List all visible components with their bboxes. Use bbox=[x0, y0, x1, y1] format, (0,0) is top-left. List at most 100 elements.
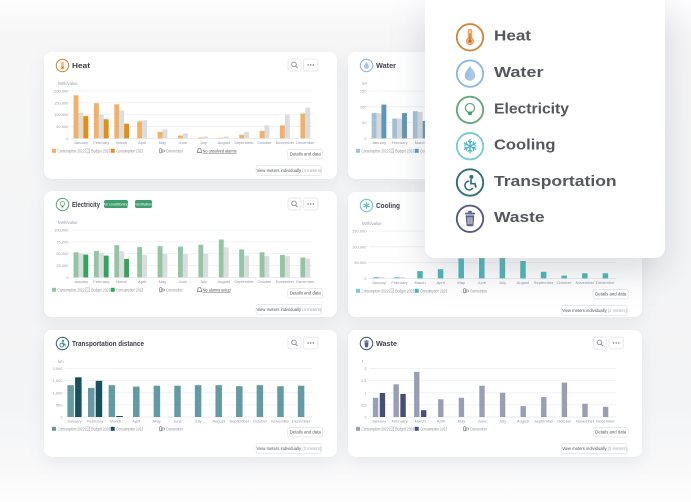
svg-text:Consumption 2022: Consumption 2022 bbox=[361, 148, 389, 153]
svg-text:December: December bbox=[296, 279, 315, 284]
svg-text:April: April bbox=[132, 418, 140, 423]
svg-text:January: January bbox=[371, 419, 385, 424]
svg-text:0: 0 bbox=[60, 414, 63, 419]
svg-text:July: July bbox=[200, 279, 207, 284]
svg-text:Waste: Waste bbox=[376, 339, 397, 348]
svg-text:Water: Water bbox=[376, 61, 396, 70]
svg-text:March: March bbox=[414, 140, 425, 145]
svg-text:December: December bbox=[296, 140, 315, 145]
svg-text:December: December bbox=[596, 419, 615, 424]
svg-text:Connection: Connection bbox=[166, 426, 184, 431]
svg-text:September: September bbox=[533, 280, 553, 285]
svg-text:May: May bbox=[159, 140, 167, 145]
svg-text:150,000: 150,000 bbox=[54, 100, 69, 105]
svg-text:t: t bbox=[362, 359, 364, 364]
svg-text:November: November bbox=[575, 419, 594, 424]
svg-text:Consumption 2023: Consumption 2023 bbox=[420, 426, 448, 431]
svg-text:150: 150 bbox=[359, 89, 366, 94]
svg-text:150,000: 150,000 bbox=[352, 228, 367, 233]
svg-text:February: February bbox=[93, 279, 109, 284]
svg-text:Connection: Connection bbox=[166, 148, 184, 153]
svg-text:February: February bbox=[391, 140, 407, 145]
svg-text:Connection: Connection bbox=[470, 288, 488, 293]
svg-text:Heat: Heat bbox=[72, 61, 91, 70]
svg-text:January: January bbox=[371, 140, 385, 145]
svg-text:February: February bbox=[87, 418, 103, 423]
svg-text:50,000: 50,000 bbox=[354, 260, 367, 265]
svg-text:Details and data: Details and data bbox=[290, 291, 322, 296]
svg-text:April: April bbox=[436, 280, 444, 285]
svg-text:November: November bbox=[575, 280, 594, 285]
svg-text:Consumption 2022: Consumption 2022 bbox=[58, 426, 86, 431]
svg-text:August: August bbox=[516, 280, 529, 285]
svg-text:June: June bbox=[477, 419, 486, 424]
svg-text:50: 50 bbox=[362, 120, 367, 125]
svg-text:Air conditioning: Air conditioning bbox=[103, 202, 128, 206]
svg-text:October: October bbox=[257, 140, 272, 145]
svg-text:June: June bbox=[179, 279, 188, 284]
svg-text:View meters individually (4 me: View meters individually (4 meters) bbox=[256, 168, 321, 173]
svg-text:Electricity: Electricity bbox=[72, 200, 101, 209]
svg-text:0.5: 0.5 bbox=[360, 402, 366, 407]
svg-text:Connection: Connection bbox=[470, 426, 488, 431]
svg-text:December: December bbox=[596, 280, 615, 285]
svg-text:Connection: Connection bbox=[166, 287, 184, 292]
svg-text:July: July bbox=[200, 140, 207, 145]
svg-text:March: March bbox=[116, 279, 127, 284]
svg-text:November: November bbox=[276, 279, 295, 284]
svg-text:July: July bbox=[195, 418, 202, 423]
svg-text:May: May bbox=[153, 418, 161, 423]
svg-text:Cooling: Cooling bbox=[376, 201, 400, 210]
svg-text:kWh/value: kWh/value bbox=[58, 81, 78, 86]
svg-text:Consumption 2023: Consumption 2023 bbox=[116, 287, 144, 292]
svg-text:2: 2 bbox=[364, 366, 367, 371]
svg-text:April: April bbox=[436, 419, 444, 424]
svg-text:February: February bbox=[93, 140, 109, 145]
svg-text:25,000: 25,000 bbox=[56, 263, 69, 268]
svg-text:September: September bbox=[534, 419, 554, 424]
svg-text:500: 500 bbox=[56, 402, 63, 407]
svg-text:November: November bbox=[271, 418, 290, 423]
svg-text:Budget 2023: Budget 2023 bbox=[395, 148, 415, 153]
svg-text:Budget 2023: Budget 2023 bbox=[395, 426, 415, 431]
svg-text:100,000: 100,000 bbox=[54, 228, 69, 233]
svg-text:Waste: Waste bbox=[494, 210, 545, 226]
svg-text:June: June bbox=[477, 280, 486, 285]
svg-text:Consumption 2023: Consumption 2023 bbox=[116, 148, 144, 153]
svg-text:October: October bbox=[253, 418, 268, 423]
svg-text:September: September bbox=[234, 279, 254, 284]
svg-text:50,000: 50,000 bbox=[56, 124, 69, 129]
svg-text:1: 1 bbox=[364, 390, 367, 395]
svg-text:No alarms setup: No alarms setup bbox=[203, 287, 232, 292]
svg-text:Consumption 2022: Consumption 2022 bbox=[58, 287, 86, 292]
svg-text:Details and data: Details and data bbox=[290, 151, 322, 156]
svg-text:Transportation distance: Transportation distance bbox=[72, 339, 144, 348]
svg-text:Ventilation: Ventilation bbox=[135, 202, 152, 206]
svg-text:May: May bbox=[159, 279, 167, 284]
svg-text:January: January bbox=[67, 418, 81, 423]
svg-text:Consumption 2022: Consumption 2022 bbox=[361, 288, 389, 293]
svg-text:km: km bbox=[58, 359, 64, 364]
svg-text:October: October bbox=[557, 280, 572, 285]
svg-text:kWh/value: kWh/value bbox=[58, 220, 78, 225]
svg-text:Budget 2023: Budget 2023 bbox=[91, 287, 111, 292]
svg-text:0: 0 bbox=[364, 136, 367, 141]
svg-text:m³: m³ bbox=[362, 81, 367, 86]
svg-text:View meters individually (3 me: View meters individually (3 meters) bbox=[256, 446, 321, 451]
svg-text:View meters individually (2 me: View meters individually (2 meters) bbox=[561, 446, 626, 451]
svg-text:May: May bbox=[457, 419, 465, 424]
svg-text:No unsolved alarms: No unsolved alarms bbox=[203, 148, 237, 153]
svg-text:May: May bbox=[457, 280, 465, 285]
svg-text:200,000: 200,000 bbox=[54, 88, 69, 93]
svg-text:September: September bbox=[230, 418, 250, 423]
svg-text:1,000: 1,000 bbox=[52, 390, 63, 395]
svg-text:Electricity: Electricity bbox=[494, 101, 569, 117]
svg-text:November: November bbox=[276, 140, 295, 145]
svg-text:75,000: 75,000 bbox=[56, 239, 69, 244]
svg-text:Budget 2023: Budget 2023 bbox=[91, 426, 111, 431]
svg-text:September: September bbox=[234, 140, 254, 145]
svg-text:February: February bbox=[391, 419, 407, 424]
svg-text:December: December bbox=[292, 418, 311, 423]
svg-text:Details and data: Details and data bbox=[595, 291, 627, 296]
svg-text:100,000: 100,000 bbox=[352, 244, 367, 249]
